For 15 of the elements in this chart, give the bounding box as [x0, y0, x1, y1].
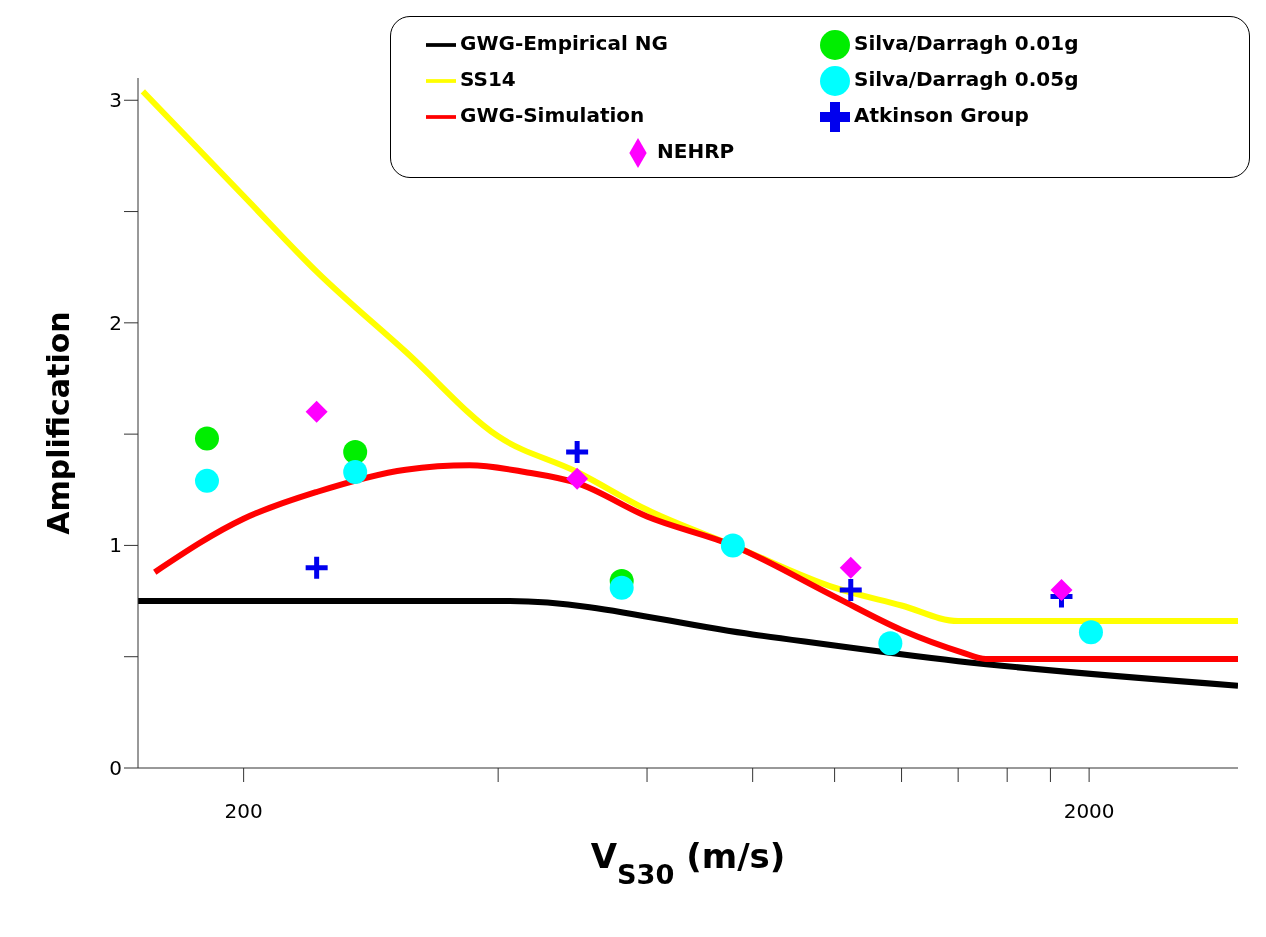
legend-label: GWG-Empirical NG: [460, 30, 669, 57]
legend-label: GWG-Simulation: [460, 102, 646, 129]
legend-label: Silva/Darragh 0.01g: [854, 30, 1080, 57]
legend-label: Silva/Darragh 0.05g: [854, 66, 1080, 93]
x-tick-label: 200: [224, 799, 263, 824]
legend-label: Atkinson Group: [854, 102, 1030, 129]
legend-label: NEHRP: [657, 138, 736, 165]
y-tick-label: 3: [109, 88, 122, 113]
x-tick-label: 2000: [1063, 799, 1115, 824]
y-axis-title: Amplification: [40, 311, 76, 535]
x-axis-title: V$_{S30}$ (m/s): [590, 836, 786, 890]
legend-label: SS14: [460, 66, 517, 93]
y-tick-label: 2: [109, 310, 122, 335]
y-tick-label: 0: [109, 756, 122, 780]
y-tick-label: 1: [109, 533, 122, 558]
